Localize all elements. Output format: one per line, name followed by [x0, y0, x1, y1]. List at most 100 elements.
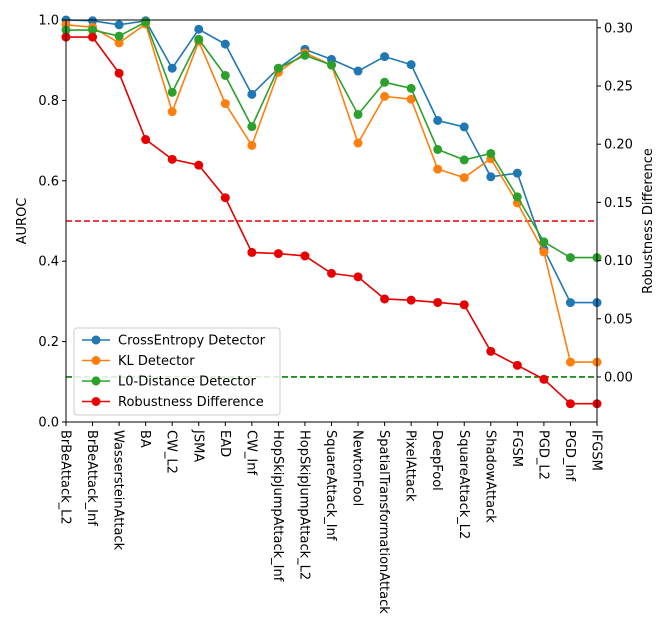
- legend-label: L0-Distance Detector: [118, 375, 256, 390]
- y2-tick-label: 0.20: [604, 138, 633, 153]
- y-axis-title: AUROC: [15, 198, 30, 245]
- data-point: [406, 83, 416, 93]
- x-tick-label: SquareAttack_Inf: [323, 430, 338, 541]
- legend-item: CrossEntropy Detector: [82, 334, 266, 349]
- data-point: [167, 87, 177, 97]
- y2-tick-label: 0.00: [604, 370, 633, 385]
- legend-label: KL Detector: [118, 354, 195, 369]
- x-tick-label: PixelAttack: [403, 430, 418, 502]
- data-point: [194, 24, 204, 34]
- data-point: [141, 135, 151, 145]
- data-point: [512, 168, 522, 178]
- legend: CrossEntropy Detector KL Detector L0-Dista…: [73, 327, 281, 416]
- legend-label: Robustness Difference: [118, 395, 264, 410]
- reference-lines: [66, 220, 597, 378]
- legend-label: CrossEntropy Detector: [118, 334, 266, 349]
- x-tick-label: PGD_L2: [535, 430, 550, 480]
- data-point: [141, 17, 151, 27]
- data-point: [247, 247, 257, 257]
- data-point: [300, 251, 310, 261]
- data-point: [486, 148, 496, 158]
- y2-tick-label: 0.25: [604, 79, 633, 94]
- y-tick-label: 1.0: [38, 14, 59, 29]
- data-point: [539, 374, 549, 384]
- series-1: [61, 15, 602, 308]
- data-point: [167, 63, 177, 73]
- data-point: [220, 193, 230, 203]
- data-point: [88, 16, 98, 26]
- data-point: [220, 99, 230, 109]
- data-point: [433, 164, 443, 174]
- y2-tick-label: 0.15: [604, 196, 633, 211]
- data-point: [406, 295, 416, 305]
- y2-tick-label: 0.30: [604, 21, 633, 36]
- y-tick-label: 0.0: [38, 416, 59, 431]
- data-point: [247, 89, 257, 99]
- data-point: [194, 34, 204, 44]
- data-point: [512, 192, 522, 202]
- x-tick-label: JSMA: [190, 429, 205, 462]
- data-point: [220, 70, 230, 80]
- x-tick-label: SpatialTransformationAttack: [376, 430, 391, 614]
- x-tick-label: DeepFool: [429, 430, 444, 491]
- data-point: [167, 107, 177, 117]
- x-tick-label: SquareAttack_L2: [456, 430, 471, 539]
- y2-tick-label: 0.05: [604, 312, 633, 327]
- data-point: [380, 77, 390, 87]
- data-point: [380, 91, 390, 101]
- data-point: [486, 346, 496, 356]
- series-4: [61, 32, 602, 409]
- data-point: [565, 253, 575, 263]
- legend-item: KL Detector: [82, 354, 195, 369]
- legend-marker: [91, 397, 101, 406]
- x-tick-label: BA: [137, 430, 152, 448]
- data-point: [459, 173, 469, 183]
- x-tick-label: PGD_Inf: [562, 430, 577, 481]
- legend-item: L0-Distance Detector: [82, 375, 256, 390]
- data-point: [327, 60, 336, 70]
- data-point: [273, 249, 283, 259]
- legend-item: Robustness Difference: [82, 395, 264, 410]
- x-tick-label: HopSkipJumpAttack_Inf: [270, 430, 285, 582]
- data-point: [247, 140, 257, 150]
- data-point: [380, 52, 390, 62]
- data-point: [88, 32, 98, 42]
- left-axis: 0.0 0.2 0.4 0.6 0.8 1.0: [38, 14, 66, 431]
- x-tick-label: BrBeAttack_Inf: [84, 430, 99, 526]
- x-tick-label: NewtonFool: [350, 430, 365, 506]
- y2-tick-label: 0.10: [604, 254, 633, 269]
- data-point: [114, 38, 124, 48]
- data-point: [459, 122, 469, 132]
- data-point: [459, 300, 469, 310]
- x-tick-label: ShadowAttack: [482, 430, 497, 523]
- data-point: [114, 20, 124, 30]
- x-tick-label: FGSM: [509, 430, 524, 467]
- legend-marker: [91, 356, 101, 365]
- data-point: [88, 25, 98, 35]
- x-tick-label: IFGSM: [589, 430, 604, 471]
- y-tick-label: 0.6: [38, 174, 59, 189]
- data-point: [565, 399, 575, 409]
- data-point: [512, 360, 522, 370]
- data-point: [433, 297, 443, 307]
- data-point: [114, 68, 124, 78]
- data-point: [539, 237, 549, 247]
- x-tick-label: CW_Inf: [243, 430, 258, 476]
- data-point: [433, 144, 443, 154]
- data-point: [539, 247, 549, 257]
- series-2: [61, 19, 602, 367]
- data-point: [353, 138, 363, 148]
- x-axis: BrBeAttack_L2 BrBeAttack_Inf WassersteinAt…: [58, 422, 604, 614]
- x-tick-label: BrBeAttack_L2: [58, 430, 73, 525]
- data-point: [247, 122, 257, 132]
- right-axis: 0.00 0.05 0.10 0.15 0.20 0.25 0.30: [597, 21, 633, 385]
- x-tick-label: CW_L2: [164, 430, 179, 474]
- data-point: [167, 154, 177, 164]
- data-point: [300, 50, 310, 60]
- legend-marker: [91, 335, 101, 345]
- data-point: [114, 31, 124, 41]
- data-point: [353, 272, 363, 282]
- data-point: [353, 66, 363, 76]
- data-point: [486, 172, 496, 182]
